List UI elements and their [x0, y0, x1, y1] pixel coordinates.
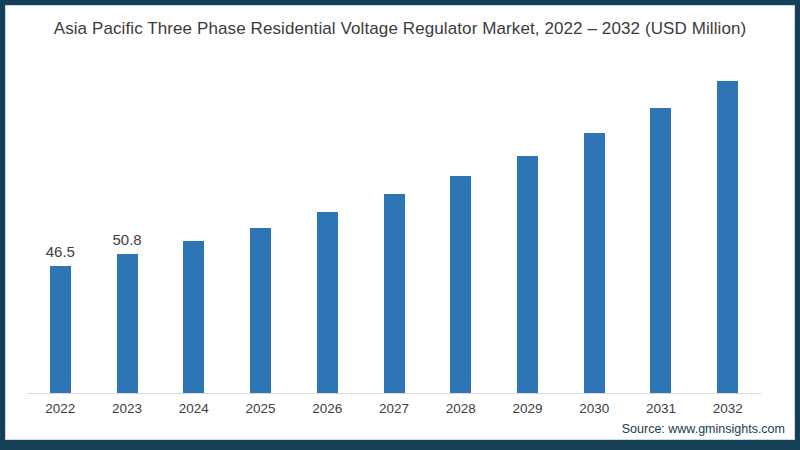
- x-axis-labels: 2022202320242025202620272028202920302031…: [27, 401, 761, 416]
- x-tick-2024: 2024: [160, 401, 227, 416]
- source-credit: Source: www.gminsights.com: [622, 422, 785, 436]
- bar-2026: [317, 212, 338, 393]
- bar-cell-2026: [294, 212, 361, 393]
- bar-2027: [384, 194, 405, 393]
- x-tick-2022: 2022: [27, 401, 94, 416]
- chart-title: Asia Pacific Three Phase Residential Vol…: [6, 19, 794, 39]
- bar-cell-2030: [561, 133, 628, 393]
- x-tick-2023: 2023: [94, 401, 161, 416]
- x-tick-2025: 2025: [227, 401, 294, 416]
- bar-2032: [717, 81, 738, 393]
- bars-row: 46.5 50.8: [27, 53, 761, 394]
- bar-2030: [584, 133, 605, 393]
- x-tick-2030: 2030: [561, 401, 628, 416]
- bar-cell-2031: [628, 108, 695, 393]
- data-label-2023: 50.8: [113, 231, 142, 248]
- bar-2024: [183, 241, 204, 393]
- bar-cell-2023: 50.8: [94, 231, 161, 393]
- x-tick-2028: 2028: [427, 401, 494, 416]
- bar-cell-2029: [494, 156, 561, 393]
- bar-cell-2024: [160, 241, 227, 393]
- bar-2022: [50, 266, 71, 393]
- bar-cell-2025: [227, 228, 294, 393]
- bar-2029: [517, 156, 538, 393]
- chart-canvas: Asia Pacific Three Phase Residential Vol…: [5, 5, 795, 440]
- bar-cell-2022: 46.5: [27, 243, 94, 393]
- x-tick-2032: 2032: [694, 401, 761, 416]
- x-tick-2026: 2026: [294, 401, 361, 416]
- x-tick-2027: 2027: [361, 401, 428, 416]
- x-tick-2031: 2031: [628, 401, 695, 416]
- chart-frame: Asia Pacific Three Phase Residential Vol…: [0, 0, 800, 450]
- bar-2031: [650, 108, 671, 393]
- bar-2025: [250, 228, 271, 393]
- x-tick-2029: 2029: [494, 401, 561, 416]
- bar-2028: [450, 176, 471, 393]
- bar-cell-2032: [694, 81, 761, 393]
- bar-cell-2027: [361, 194, 428, 393]
- bar-2023: [117, 254, 138, 393]
- data-label-2022: 46.5: [46, 243, 75, 260]
- plot-area: 46.5 50.8 2022202320242025202620272028202…: [27, 53, 761, 416]
- bar-cell-2028: [427, 176, 494, 393]
